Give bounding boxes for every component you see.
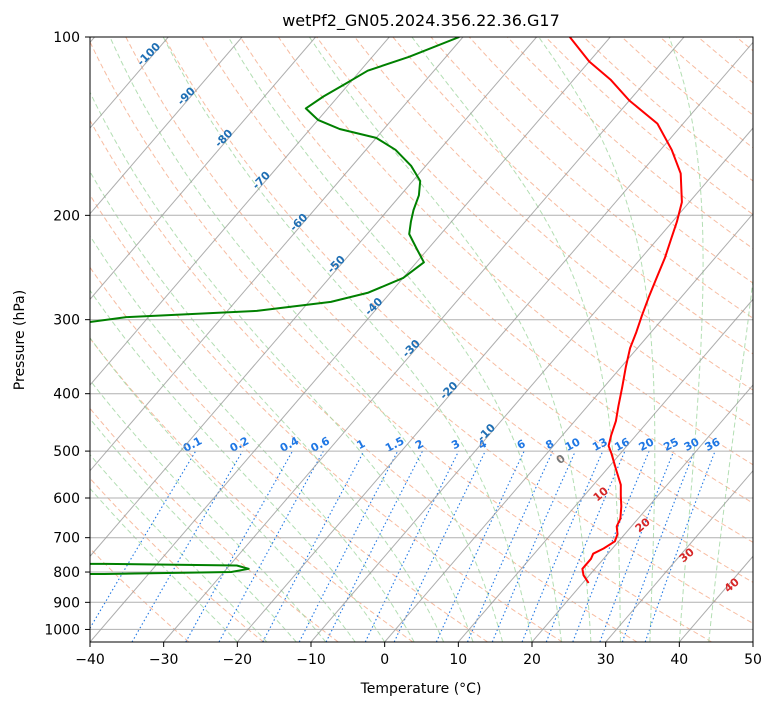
dry-adiabat-line [90,266,488,642]
mixing-ratio-label: 20 [637,435,657,454]
mixing-ratio-label: 30 [682,435,702,454]
mixing-ratio-line [466,450,554,642]
isotherm-line [90,37,316,301]
dry-adiabat-line [277,37,753,466]
isotherm-line [457,298,753,642]
dry-adiabat-line [354,37,753,391]
isotherm-line [163,37,685,642]
moist-adiabat-line [411,37,621,642]
dry-adiabat-line [392,37,753,355]
moist-adiabat-line [90,487,238,642]
moist-adiabat-line [538,37,656,642]
dry-adiabat-line [163,37,753,583]
isotherm-line [236,41,753,642]
moist-adiabat-line [308,37,592,642]
x-tick-label: 30 [597,652,615,668]
y-tick-label: 900 [53,595,80,611]
mixing-ratio-line [185,450,293,642]
y-axis-label: Pressure (hPa) [12,290,28,390]
y-axis: 100 200 300 400 500 600 700 800 900 1000 [44,30,90,638]
x-tick-label: 0 [380,652,389,668]
mixing-ratio-label: 13 [590,435,610,454]
x-tick-label: 40 [670,652,688,668]
isotherm-line [605,469,753,642]
x-tick-label: −10 [296,652,326,668]
mixing-ratio-line [364,450,460,642]
dry-adiabat-line [90,40,712,642]
dry-adiabat-line [90,119,638,642]
mixing-ratio-line [325,450,423,642]
isotherm-line [90,37,390,386]
x-tick-label: 10 [449,652,467,668]
plot-area: 0.1 0.2 0.4 0.6 1 1.5 2 3 4 6 8 10 13 16 20 25 30 36 -100… [90,37,753,642]
moist-adiabat-line [90,289,386,642]
dry-adiabat-line [125,37,753,624]
dry-adiabat-line [468,37,753,284]
mixing-ratio-label: 36 [703,435,723,454]
isotherm-line [384,212,753,642]
dewpoint-profile-line [90,37,460,575]
isotherm-line [310,127,753,642]
isobar-grid [90,37,753,630]
sounding-series [90,37,683,584]
x-tick-label: −30 [149,652,179,668]
y-tick-label: 800 [53,565,80,581]
x-tick-label: 20 [523,652,541,668]
isotherm-line [531,384,753,642]
x-axis: −40 −30 −20 −10 0 10 20 30 40 50 [75,642,762,668]
mixing-ratio-line [521,450,604,642]
y-tick-label: 600 [53,491,80,507]
y-tick-label: 500 [53,444,80,460]
x-axis-label: Temperature (°C) [360,681,482,697]
mixing-ratio-label: 25 [661,435,681,454]
moist-adiabat-line [90,235,415,642]
x-tick-label: −40 [75,652,105,668]
isotherm-line [90,37,243,215]
moist-adiabat-line [90,418,297,642]
y-tick-label: 200 [53,208,80,224]
moist-adiabat-line [90,170,445,642]
moist-adiabat-line [90,453,268,642]
moist-adiabat-line [90,379,327,642]
x-tick-label: −20 [223,652,253,668]
moist-adiabat-line [90,91,474,642]
mixing-ratio-line [644,450,716,642]
dry-adiabat-line [90,194,563,642]
y-tick-label: 400 [53,387,80,403]
y-tick-label: 1000 [44,622,80,638]
dry-adiabat-line [90,477,264,642]
moist-adiabat-line [668,37,704,642]
y-tick-label: 100 [53,30,80,46]
moist-adiabat-line [227,37,562,642]
mixing-ratio-line [621,450,695,642]
isotherm-line [90,37,611,642]
mixing-ratio-line [572,450,650,642]
y-tick-label: 300 [53,313,80,329]
isotherm-line [90,37,537,558]
moist-adiabats [90,37,753,642]
moist-adiabat-line [162,37,533,642]
temperature-profile-line [569,37,683,584]
y-tick-label: 700 [53,531,80,547]
mixing-ratio-line [545,450,626,642]
mixing-ratio-label: 16 [612,435,632,454]
x-tick-label: 50 [744,652,762,668]
moist-adiabat-line [109,37,503,642]
mixing-ratio-line [262,450,365,642]
dry-adiabat-line [90,407,339,642]
mixing-ratio-line [218,450,324,642]
chart-title: wetPf2_GN05.2024.356.22.36.G17 [282,11,560,31]
mixing-ratio-label: 10 [563,435,583,454]
plot-frame [89,36,754,643]
mixing-ratio-line [599,450,675,642]
